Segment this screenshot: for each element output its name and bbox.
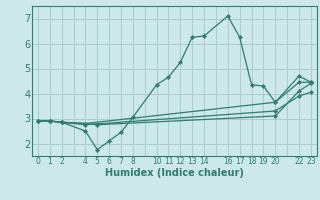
X-axis label: Humidex (Indice chaleur): Humidex (Indice chaleur) [105, 168, 244, 178]
